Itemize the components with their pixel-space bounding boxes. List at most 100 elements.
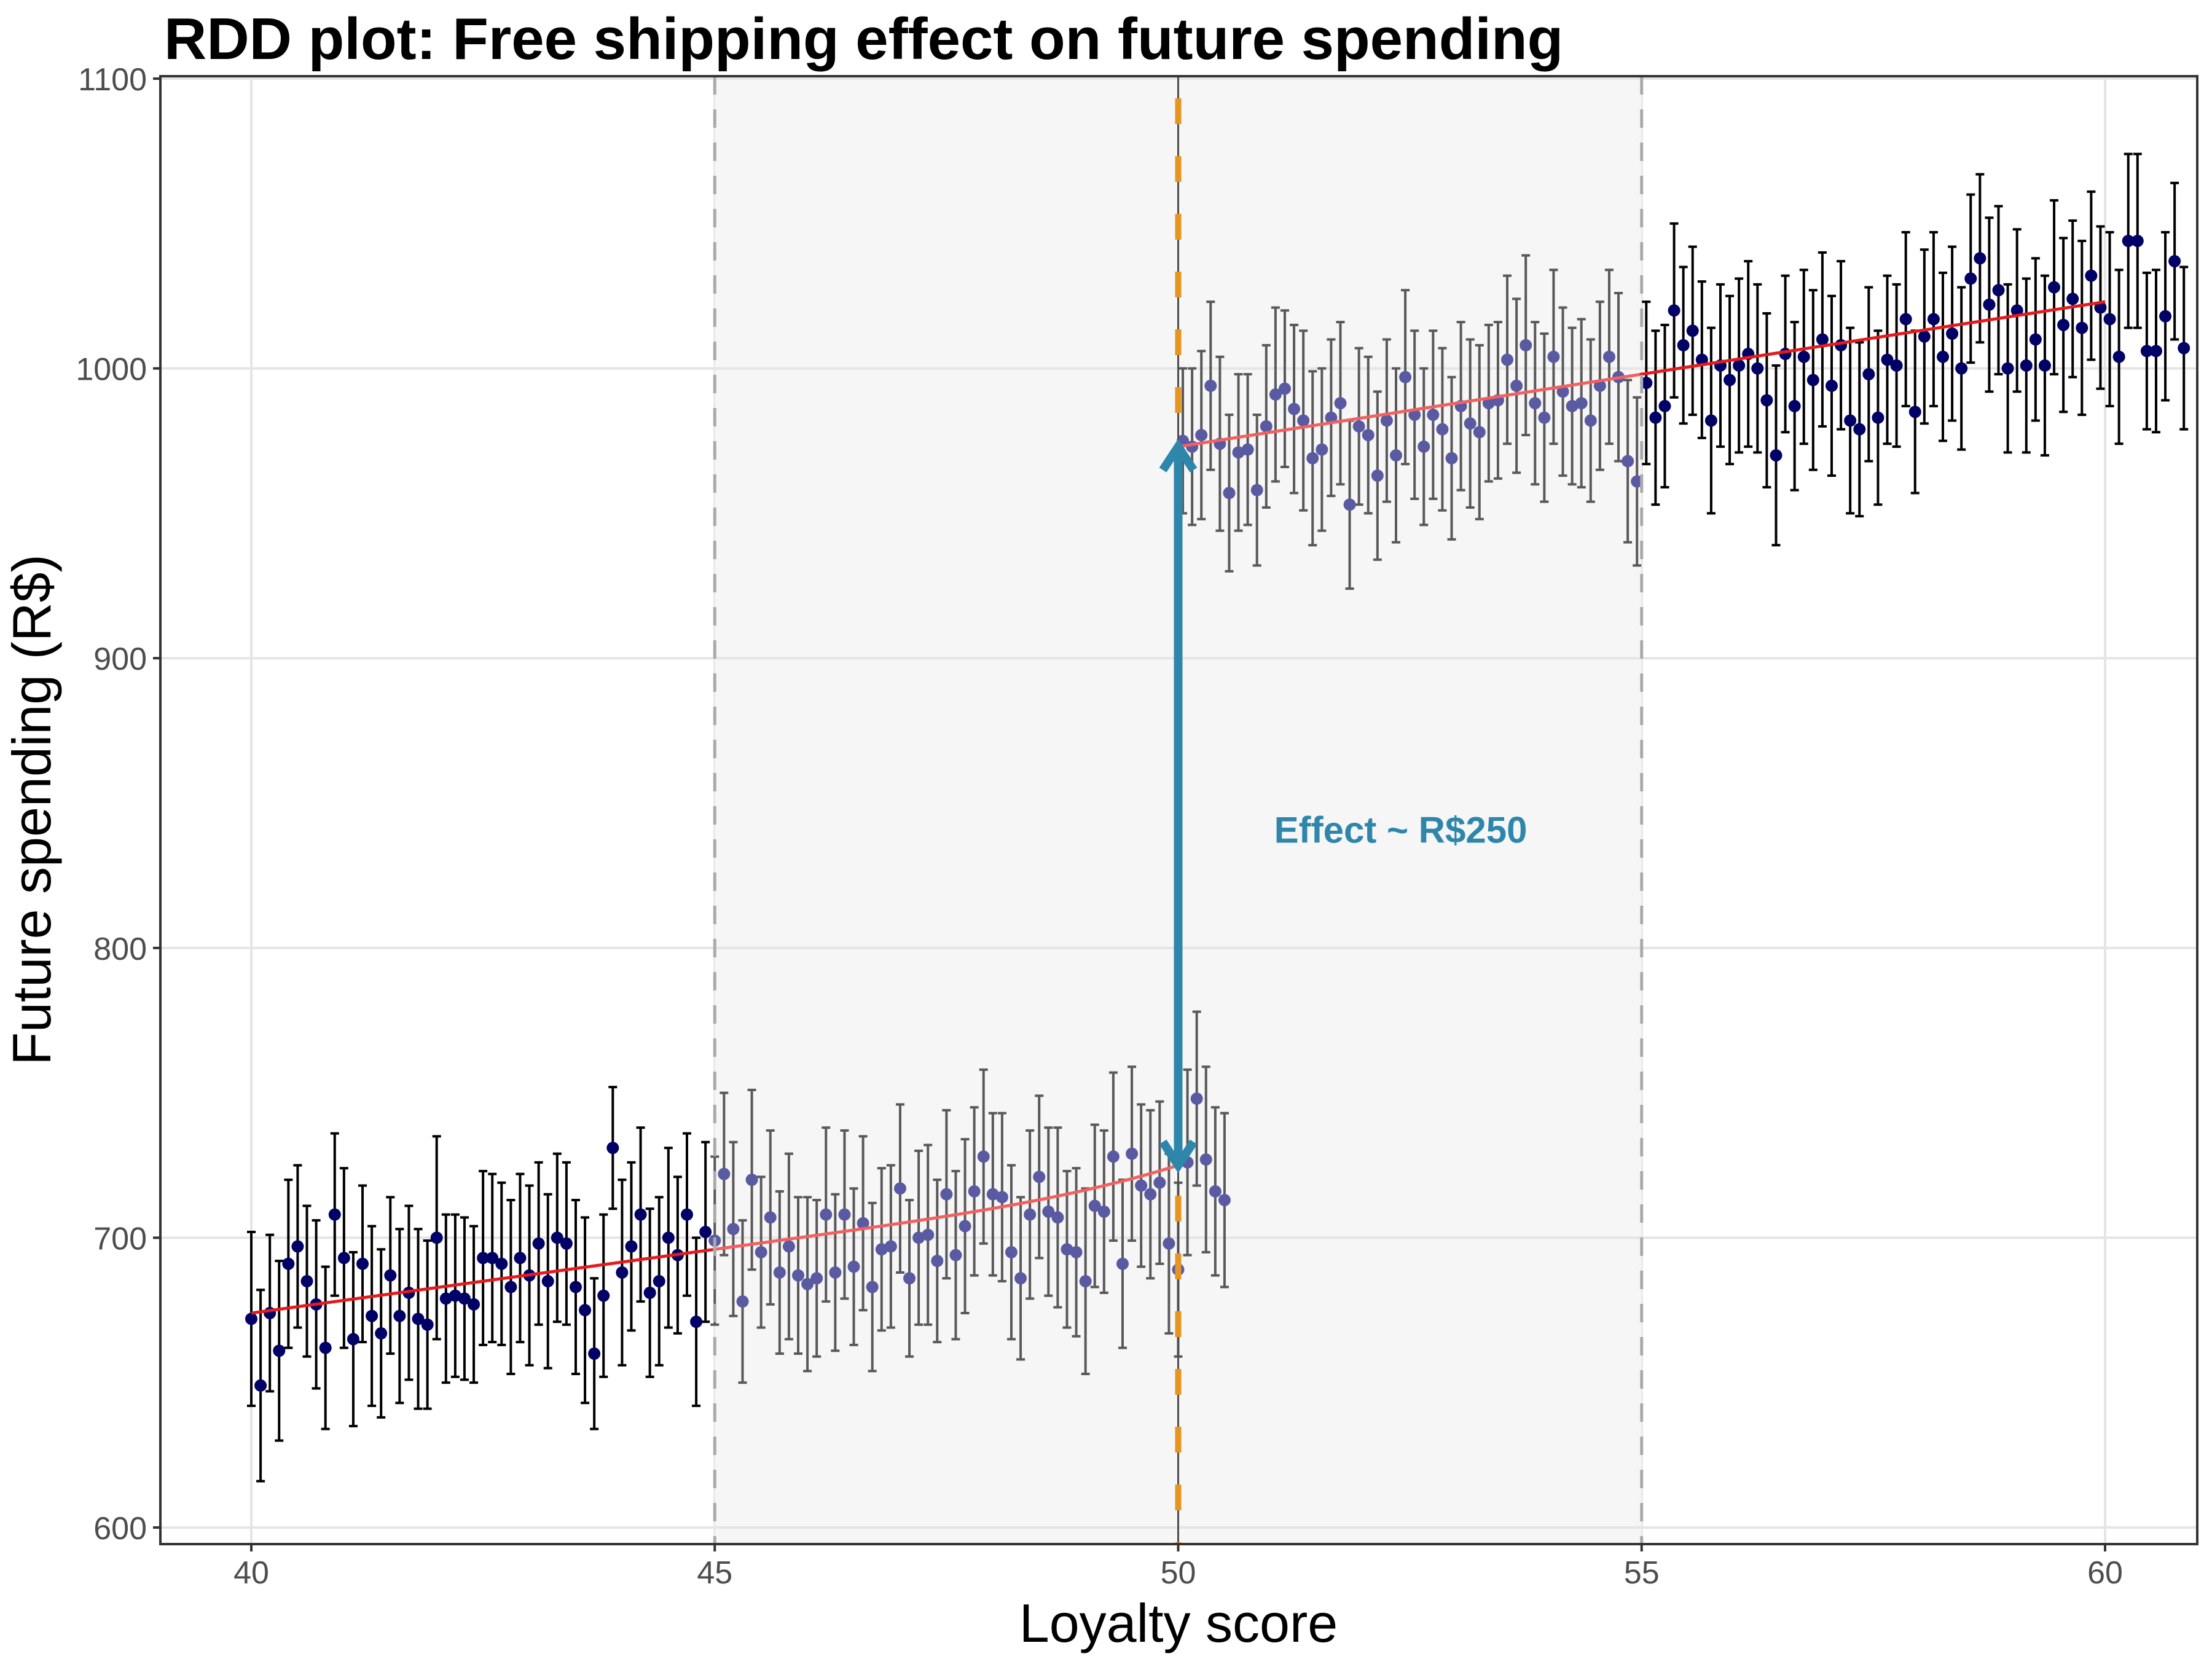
- above-cutoff-point: [1964, 272, 1977, 285]
- y-tick-label: 900: [93, 641, 147, 677]
- above-cutoff-point: [1974, 252, 1986, 265]
- above-cutoff-point: [2140, 345, 2153, 358]
- below-cutoff-point: [680, 1208, 693, 1221]
- below-cutoff-point: [1218, 1194, 1231, 1207]
- fit-line-above: [1639, 300, 2106, 376]
- above-cutoff-point: [1445, 452, 1458, 465]
- below-cutoff-point: [922, 1228, 935, 1241]
- below-cutoff-point: [1070, 1245, 1083, 1258]
- above-cutoff-point: [2159, 310, 2172, 323]
- above-cutoff-point: [1704, 414, 1717, 427]
- x-tick-label: 45: [697, 1555, 732, 1591]
- above-cutoff-point: [1427, 409, 1440, 422]
- above-cutoff-point: [1501, 353, 1514, 366]
- fit-line-below: [251, 1248, 713, 1315]
- below-cutoff-point: [625, 1240, 638, 1253]
- below-cutoff-point: [1005, 1245, 1018, 1258]
- above-cutoff-point: [1389, 449, 1402, 462]
- above-cutoff-point: [1927, 313, 1940, 326]
- above-cutoff-point: [2085, 269, 2098, 282]
- above-cutoff-point: [1918, 330, 1931, 343]
- below-cutoff-point: [912, 1231, 925, 1244]
- above-cutoff-point: [2168, 255, 2181, 268]
- above-cutoff-point: [1937, 350, 1950, 363]
- above-cutoff-point: [2103, 313, 2116, 326]
- above-cutoff-point: [1343, 498, 1356, 511]
- above-cutoff-point: [1436, 423, 1449, 436]
- above-cutoff-point: [1362, 429, 1375, 442]
- above-cutoff-point: [1371, 469, 1384, 482]
- above-cutoff-point: [2131, 235, 2144, 248]
- above-cutoff-point: [1890, 359, 1903, 372]
- below-cutoff-point: [421, 1318, 434, 1331]
- below-cutoff-point: [736, 1295, 749, 1308]
- above-cutoff-point: [2066, 292, 2079, 305]
- below-cutoff-point: [282, 1257, 295, 1270]
- x-tick-label: 55: [1624, 1555, 1660, 1591]
- below-cutoff-point: [875, 1243, 888, 1256]
- above-cutoff-point: [1899, 313, 1912, 326]
- above-cutoff-point: [2112, 350, 2125, 363]
- above-cutoff-point: [2057, 318, 2070, 331]
- below-cutoff-point: [449, 1289, 461, 1302]
- below-cutoff-point: [1079, 1275, 1092, 1288]
- below-cutoff-point: [977, 1150, 990, 1163]
- below-cutoff-point: [597, 1289, 610, 1302]
- above-cutoff-point: [1529, 397, 1542, 410]
- below-cutoff-point: [430, 1231, 443, 1244]
- below-cutoff-point: [458, 1292, 471, 1305]
- below-cutoff-point: [245, 1312, 257, 1325]
- below-cutoff-point: [412, 1312, 425, 1325]
- below-cutoff-point: [643, 1287, 656, 1300]
- below-cutoff-point: [375, 1327, 388, 1340]
- below-cutoff-point: [810, 1272, 823, 1285]
- above-cutoff-point: [1602, 350, 1615, 363]
- above-cutoff-point: [1399, 371, 1412, 383]
- above-cutoff-point: [1955, 362, 1968, 375]
- below-cutoff-point: [495, 1257, 508, 1270]
- x-tick-label: 50: [1161, 1555, 1196, 1591]
- below-cutoff-point: [1042, 1205, 1055, 1218]
- above-cutoff-point: [1232, 446, 1245, 459]
- above-cutoff-point: [2122, 235, 2135, 248]
- above-cutoff-point: [1584, 414, 1597, 427]
- below-cutoff-point: [606, 1142, 619, 1155]
- below-cutoff-point: [634, 1208, 647, 1221]
- above-cutoff-point: [1881, 353, 1894, 366]
- below-cutoff-point: [884, 1240, 897, 1253]
- below-cutoff-point: [541, 1275, 554, 1288]
- above-cutoff-point: [1853, 423, 1866, 436]
- below-cutoff-point: [291, 1240, 304, 1253]
- above-cutoff-point: [1788, 399, 1801, 412]
- below-cutoff-point: [755, 1245, 767, 1258]
- above-cutoff-point: [1297, 414, 1310, 427]
- below-cutoff-point: [940, 1188, 953, 1201]
- below-cutoff-point: [718, 1167, 731, 1180]
- below-cutoff-point: [1163, 1237, 1175, 1250]
- above-cutoff-point: [1844, 414, 1857, 427]
- below-cutoff-point: [986, 1188, 999, 1201]
- below-cutoff-point: [347, 1333, 359, 1346]
- above-cutoff-point: [1316, 443, 1328, 456]
- below-cutoff-point: [514, 1252, 527, 1265]
- above-cutoff-point: [1983, 298, 1996, 311]
- above-cutoff-point: [1760, 394, 1773, 407]
- below-cutoff-point: [792, 1269, 805, 1282]
- below-cutoff-point: [366, 1309, 378, 1322]
- above-cutoff-point: [1733, 359, 1746, 372]
- below-cutoff-point: [468, 1298, 480, 1311]
- below-cutoff-point: [782, 1240, 795, 1253]
- below-cutoff-point: [995, 1191, 1008, 1204]
- below-cutoff-point: [727, 1223, 740, 1236]
- below-cutoff-point: [486, 1252, 499, 1265]
- below-cutoff-point: [1126, 1147, 1139, 1160]
- above-cutoff-point: [2076, 321, 2088, 334]
- above-cutoff-point: [1770, 449, 1783, 462]
- above-cutoff-point: [1306, 452, 1319, 465]
- above-cutoff-point: [1473, 426, 1486, 439]
- above-cutoff-point: [1204, 379, 1217, 392]
- below-cutoff-point: [1199, 1153, 1212, 1166]
- above-cutoff-point: [1380, 414, 1393, 427]
- below-cutoff-point: [653, 1275, 665, 1288]
- above-cutoff-point: [1464, 417, 1477, 430]
